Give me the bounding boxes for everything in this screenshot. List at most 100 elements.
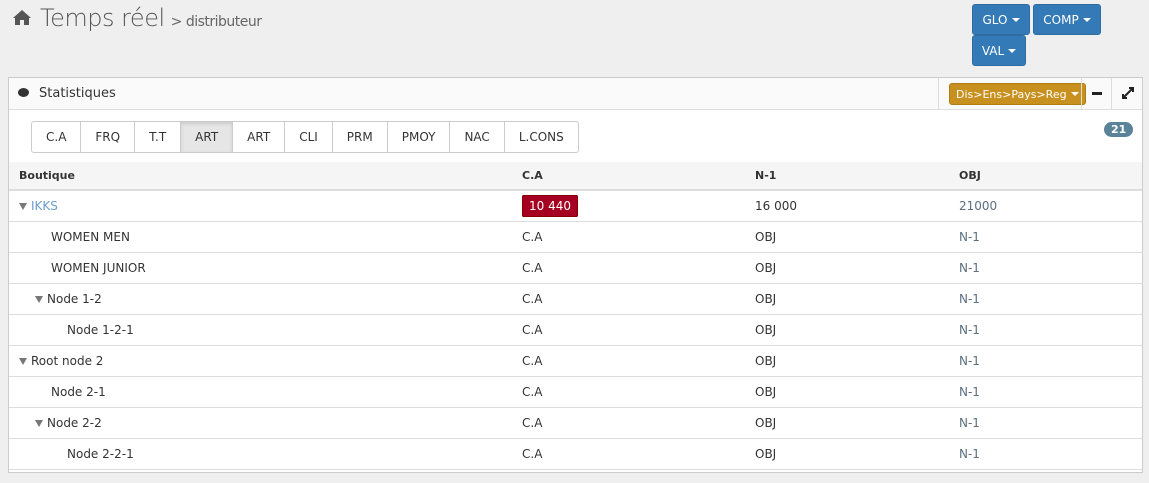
- page-header: Temps réel > distributeur: [12, 4, 262, 32]
- stats-table: Boutique C.A N-1 OBJ IKKS 10 440 16 000 …: [9, 162, 1142, 470]
- node-name[interactable]: IKKS: [31, 199, 58, 213]
- table-row[interactable]: IKKS 10 440 16 000 21000: [9, 190, 1142, 222]
- n1-cell: OBJ: [755, 314, 959, 346]
- n1-value: 16 000: [755, 199, 797, 213]
- val-button[interactable]: VAL: [972, 35, 1026, 66]
- expand-triangle-icon[interactable]: [35, 420, 43, 427]
- obj-value: N-1: [959, 447, 980, 461]
- boutique-cell: Root node 2: [9, 345, 522, 377]
- panel-header: Statistiques Dis>Ens>Pays>Reg: [9, 78, 1142, 110]
- table-row[interactable]: Node 2-2 C.A OBJ N-1: [9, 407, 1142, 439]
- tab-frq[interactable]: FRQ: [81, 122, 136, 152]
- table-row[interactable]: WOMEN JUNIOR C.A OBJ N-1: [9, 252, 1142, 284]
- node-name[interactable]: WOMEN MEN: [51, 230, 130, 244]
- table-row[interactable]: Node 2-2-1 C.A OBJ N-1: [9, 438, 1142, 470]
- count-badge: 21: [1104, 122, 1134, 137]
- tab-pmoy[interactable]: PMOY: [388, 122, 451, 152]
- n1-value: OBJ: [755, 447, 777, 461]
- val-label: VAL: [981, 43, 1005, 58]
- metric-tabs: C.A FRQ T.T ART ART CLI PRM PMOY NAC L.CONS: [31, 121, 579, 153]
- ca-cell: C.A: [522, 438, 755, 470]
- node-name[interactable]: Node 2-2: [47, 416, 102, 430]
- caret-down-icon: [1008, 48, 1017, 53]
- node-name[interactable]: Node 2-1: [51, 385, 106, 399]
- obj-cell: N-1: [959, 376, 1142, 408]
- obj-value: 21000: [959, 199, 998, 213]
- comp-button[interactable]: COMP: [1033, 4, 1101, 35]
- ca-value: C.A: [522, 385, 543, 399]
- glo-label: GLO: [982, 12, 1008, 27]
- table-row[interactable]: WOMEN MEN C.A OBJ N-1: [9, 221, 1142, 253]
- tab-nac[interactable]: NAC: [450, 122, 505, 152]
- tab-ca[interactable]: C.A: [32, 122, 82, 152]
- table-row[interactable]: Node 1-2-1 C.A OBJ N-1: [9, 314, 1142, 346]
- tab-tt[interactable]: T.T: [135, 122, 182, 152]
- tab-prm[interactable]: PRM: [333, 122, 388, 152]
- minimize-button[interactable]: [1081, 78, 1112, 109]
- table-header-row: Boutique C.A N-1 OBJ: [9, 162, 1142, 191]
- expand-triangle-icon[interactable]: [35, 296, 43, 303]
- hierarchy-cell: [938, 78, 1082, 109]
- boutique-cell: IKKS: [9, 190, 522, 222]
- breadcrumb: > distributeur: [170, 14, 262, 30]
- node-name[interactable]: Node 2-2-1: [67, 447, 134, 461]
- ca-cell: C.A: [522, 407, 755, 439]
- column-header-ca[interactable]: C.A: [522, 162, 755, 191]
- n1-cell: OBJ: [755, 376, 959, 408]
- column-header-boutique[interactable]: Boutique: [9, 162, 522, 191]
- ca-value: C.A: [522, 323, 543, 337]
- ca-value: C.A: [522, 230, 543, 244]
- ca-value: C.A: [522, 261, 543, 275]
- table-row[interactable]: Root node 2 C.A OBJ N-1: [9, 345, 1142, 377]
- node-name[interactable]: WOMEN JUNIOR: [51, 261, 146, 275]
- hierarchy-dropdown[interactable]: Dis>Ens>Pays>Reg: [949, 83, 1086, 105]
- column-header-n1[interactable]: N-1: [755, 162, 959, 191]
- n1-cell: OBJ: [755, 407, 959, 439]
- tab-cli[interactable]: CLI: [285, 122, 333, 152]
- ca-value: 10 440: [522, 195, 578, 217]
- n1-cell: OBJ: [755, 221, 959, 253]
- node-name[interactable]: Root node 2: [31, 354, 104, 368]
- page-title: Temps réel: [40, 4, 165, 32]
- n1-value: OBJ: [755, 354, 777, 368]
- obj-value: N-1: [959, 261, 980, 275]
- n1-value: OBJ: [755, 416, 777, 430]
- obj-cell: N-1: [959, 345, 1142, 377]
- column-header-obj[interactable]: OBJ: [959, 162, 1142, 191]
- obj-value: N-1: [959, 292, 980, 306]
- ca-cell: C.A: [522, 314, 755, 346]
- glo-button[interactable]: GLO: [972, 4, 1030, 35]
- expand-triangle-icon[interactable]: [19, 358, 27, 365]
- obj-value: N-1: [959, 416, 980, 430]
- tab-lcons[interactable]: L.CONS: [518, 130, 564, 144]
- expand-button[interactable]: [1111, 78, 1143, 109]
- obj-cell: N-1: [959, 314, 1142, 346]
- n1-value: OBJ: [755, 230, 777, 244]
- ca-value: C.A: [522, 292, 543, 306]
- n1-cell: OBJ: [755, 438, 959, 470]
- ca-value: C.A: [522, 447, 543, 461]
- table-row[interactable]: Node 2-1 C.A OBJ N-1: [9, 376, 1142, 408]
- caret-down-icon: [1070, 92, 1079, 96]
- expand-icon: [1122, 87, 1134, 99]
- n1-cell: 16 000: [755, 190, 959, 222]
- tab-art[interactable]: ART: [233, 122, 286, 152]
- n1-value: OBJ: [755, 292, 777, 306]
- obj-cell: N-1: [959, 252, 1142, 284]
- ca-value: C.A: [522, 354, 543, 368]
- panel-title: Statistiques: [39, 86, 116, 101]
- node-name[interactable]: Node 1-2: [47, 292, 102, 306]
- obj-cell: N-1: [959, 438, 1142, 470]
- obj-cell: 21000: [959, 190, 1142, 222]
- node-name[interactable]: Node 1-2-1: [67, 323, 134, 337]
- boutique-cell: Node 2-2-1: [9, 438, 522, 470]
- hierarchy-label: Dis>Ens>Pays>Reg: [956, 87, 1067, 101]
- table-row[interactable]: Node 1-2 C.A OBJ N-1: [9, 283, 1142, 315]
- boutique-cell: WOMEN MEN: [9, 221, 522, 253]
- expand-triangle-icon[interactable]: [19, 203, 27, 210]
- obj-cell: N-1: [959, 283, 1142, 315]
- home-icon: [13, 10, 31, 25]
- tab-art[interactable]: ART: [181, 122, 234, 152]
- n1-cell: OBJ: [755, 283, 959, 315]
- boutique-cell: Node 1-2: [9, 283, 522, 315]
